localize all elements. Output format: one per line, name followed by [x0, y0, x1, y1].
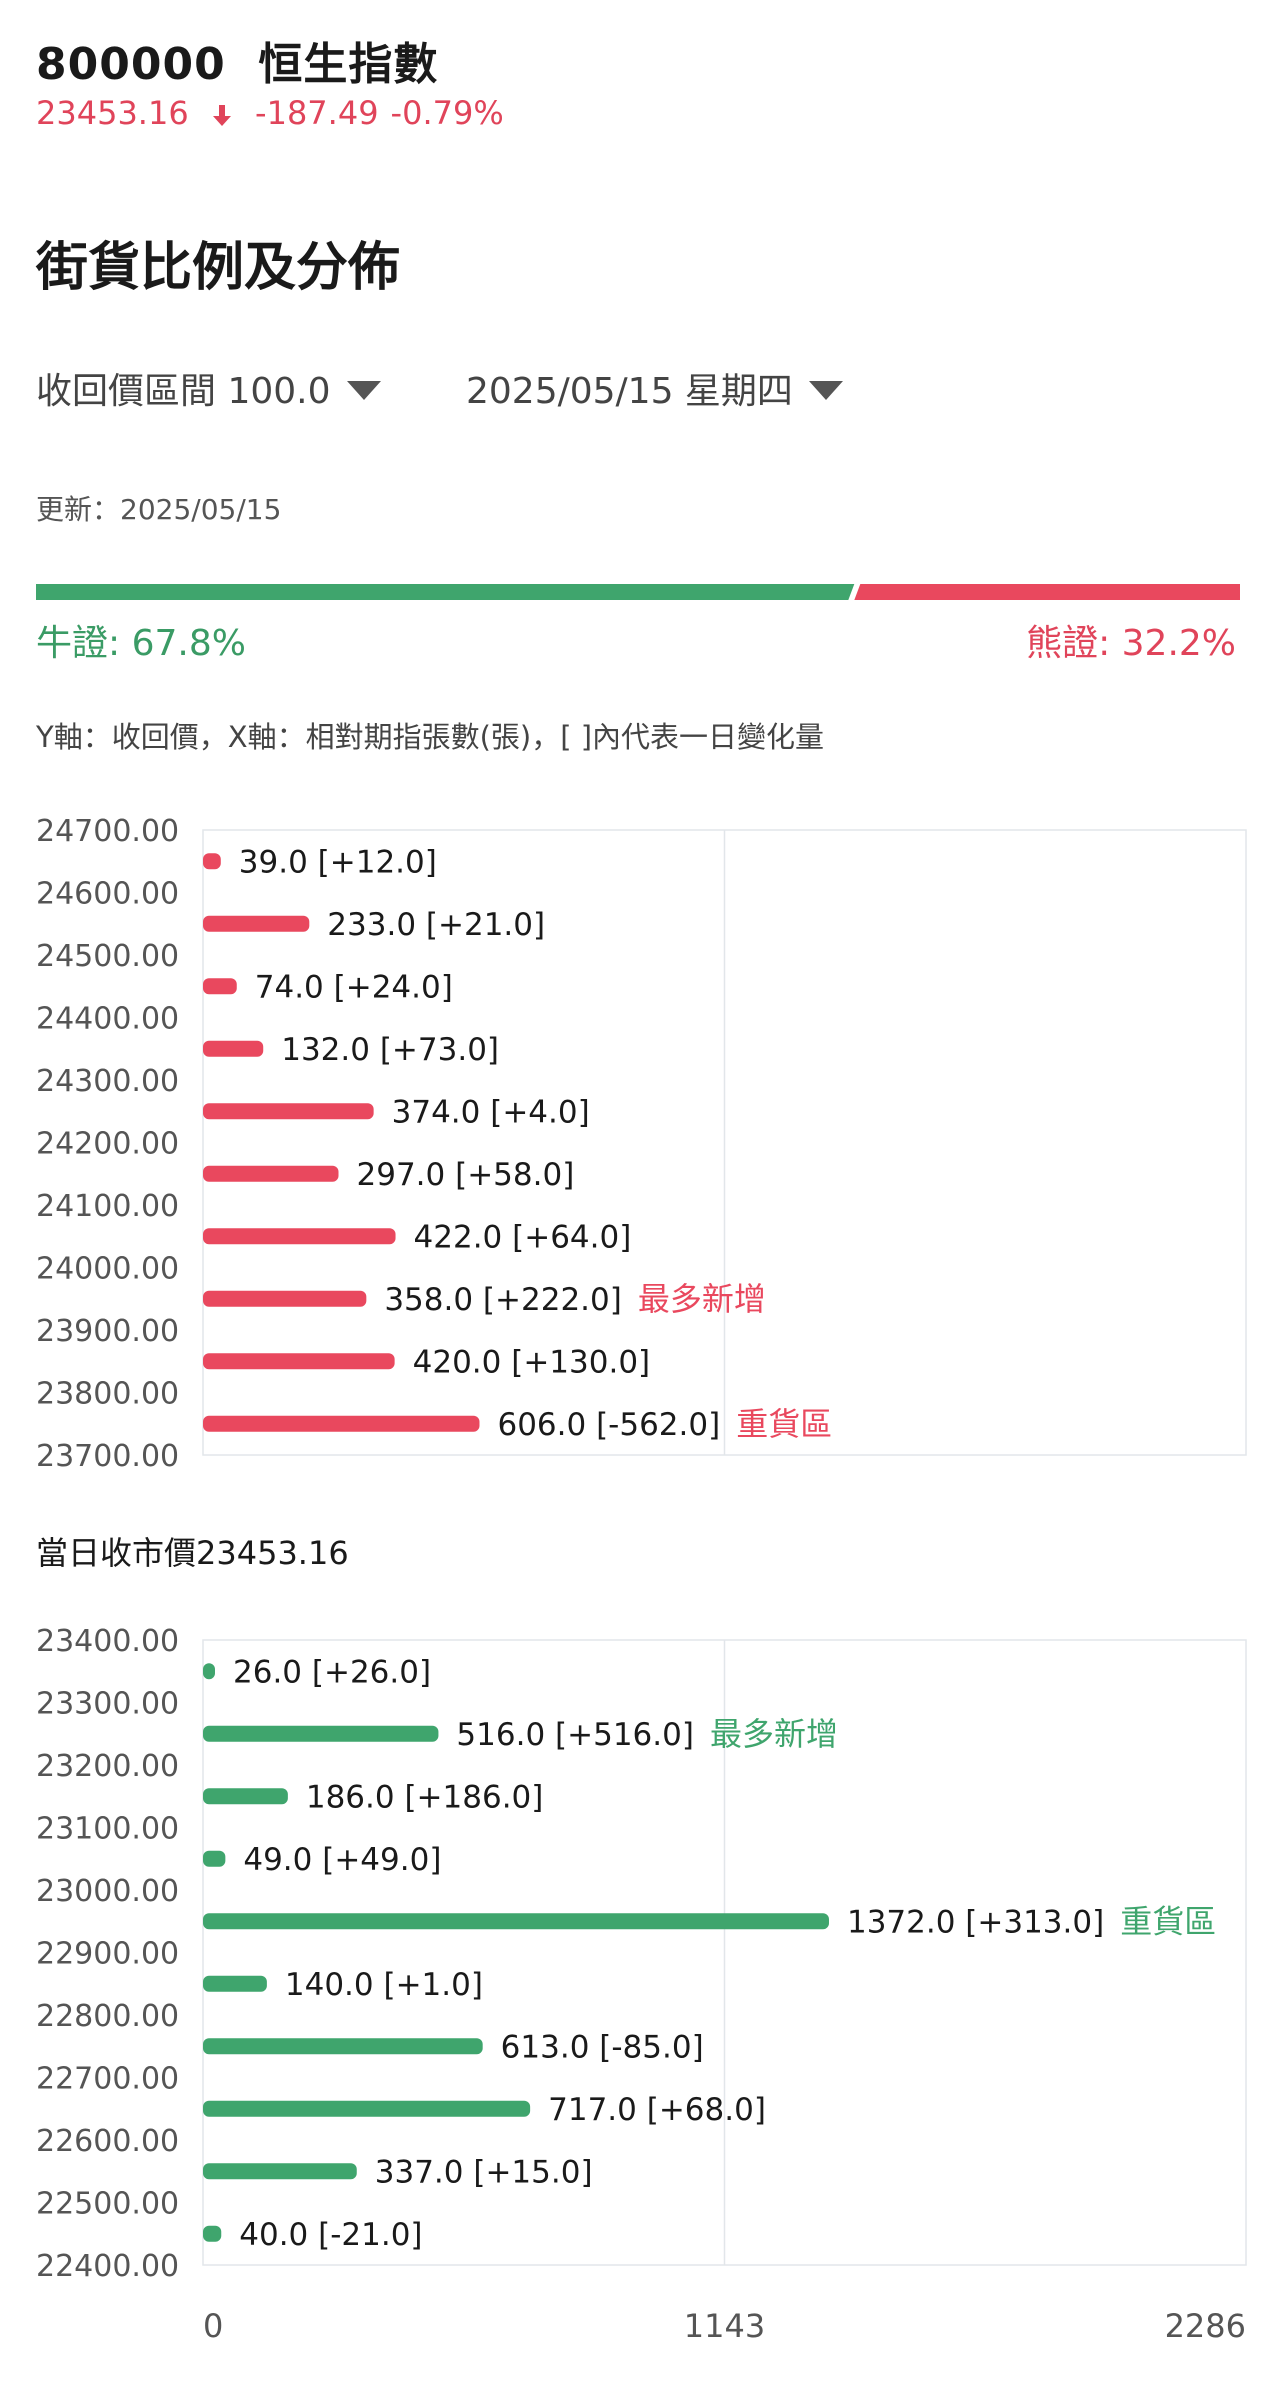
data-label: 613.0 [-85.0]: [501, 2029, 704, 2065]
price-change: -187.49: [255, 94, 379, 132]
y-tick-label: 23100.00: [36, 1812, 179, 1847]
price-quote: 23453.16 -187.49 -0.79%: [36, 94, 516, 132]
bar-tag: 重貨區: [736, 1405, 832, 1443]
y-tick-label: 22700.00: [36, 2062, 179, 2097]
y-tick-label: 24200.00: [36, 1127, 179, 1162]
data-label: 420.0 [+130.0]: [413, 1344, 651, 1380]
y-tick-label: 22800.00: [36, 1999, 179, 2034]
y-tick-label: 23800.00: [36, 1377, 179, 1412]
bar: [203, 1725, 439, 1742]
bar: [203, 853, 221, 870]
bar: [203, 1788, 288, 1805]
bull-bear-ratio-bar: [36, 584, 1240, 600]
strike-range-dropdown[interactable]: 收回價區間 100.0: [36, 362, 381, 414]
y-tick-label: 24700.00: [36, 814, 179, 849]
x-tick-label: 0: [203, 2307, 223, 2345]
axis-note: Y軸：收回價，X軸：相對期指張數(張)，[ ]內代表一日變化量: [36, 720, 825, 754]
data-label: 422.0 [+64.0]: [414, 1219, 632, 1255]
bar: [203, 2100, 531, 2117]
bar-tag: 最多新增: [638, 1280, 766, 1318]
y-tick-label: 23200.00: [36, 1749, 179, 1784]
data-label: 358.0 [+222.0]: [384, 1282, 622, 1318]
y-tick-label: 22400.00: [36, 2249, 179, 2284]
index-name: 恒生指數: [258, 39, 439, 90]
data-label: 49.0 [+49.0]: [243, 1842, 441, 1878]
bar: [203, 915, 310, 932]
y-tick-label: 24500.00: [36, 939, 179, 974]
y-tick-label: 22600.00: [36, 2124, 179, 2159]
data-label: 132.0 [+73.0]: [281, 1032, 499, 1068]
last-price: 23453.16: [36, 94, 189, 132]
data-label: 140.0 [+1.0]: [285, 1967, 483, 2003]
data-label: 186.0 [+186.0]: [306, 1779, 544, 1815]
data-label: 297.0 [+58.0]: [357, 1157, 575, 1193]
bear-ratio-segment: [854, 584, 1240, 600]
bar: [203, 1975, 267, 1992]
bar: [203, 1165, 339, 1182]
bar: [203, 978, 237, 995]
bar-tag: 最多新增: [710, 1715, 838, 1753]
y-tick-label: 23400.00: [36, 1624, 179, 1659]
down-arrow-icon: [201, 94, 243, 132]
bar: [203, 1040, 264, 1057]
section-title: 街貨比例及分佈: [36, 238, 401, 298]
x-tick-label: 1143: [684, 2307, 765, 2345]
bar: [203, 2163, 357, 2180]
bar: [203, 1103, 374, 1120]
y-tick-label: 22900.00: [36, 1937, 179, 1972]
date-label: 2025/05/15 星期四: [466, 371, 793, 412]
updated-timestamp: 更新：2025/05/15: [36, 493, 282, 526]
data-label: 374.0 [+4.0]: [392, 1094, 590, 1130]
chevron-down-icon: [346, 380, 381, 400]
x-tick-label: 2286: [1165, 2307, 1246, 2345]
data-label: 74.0 [+24.0]: [255, 969, 453, 1005]
bar: [203, 1415, 480, 1432]
bar: [203, 1850, 226, 1867]
index-code: 800000: [36, 39, 226, 90]
price-change-pct: -0.79%: [390, 94, 504, 132]
bar: [203, 1663, 215, 1680]
bar: [203, 1228, 396, 1245]
bull-ratio-segment: [36, 584, 855, 600]
y-tick-label: 24400.00: [36, 1002, 179, 1037]
y-tick-label: 24300.00: [36, 1064, 179, 1099]
y-tick-label: 24100.00: [36, 1189, 179, 1224]
chevron-down-icon: [808, 380, 843, 400]
data-label: 337.0 [+15.0]: [375, 2154, 593, 2190]
date-dropdown[interactable]: 2025/05/15 星期四: [466, 362, 843, 414]
bar: [203, 2225, 222, 2242]
y-tick-label: 24600.00: [36, 877, 179, 912]
y-tick-label: 23300.00: [36, 1687, 179, 1722]
page-title: 800000 恒生指數: [36, 28, 438, 92]
data-label: 717.0 [+68.0]: [548, 2092, 766, 2128]
strike-range-label: 收回價區間 100.0: [36, 371, 331, 412]
data-label: 516.0 [+516.0]: [456, 1717, 694, 1753]
y-tick-label: 23700.00: [36, 1439, 179, 1470]
data-label: 40.0 [-21.0]: [239, 2217, 422, 2253]
bull-ratio-label: 牛證: 67.8%: [36, 623, 246, 664]
closing-price-text: 當日收市價23453.16: [36, 1534, 349, 1572]
bear-distribution-chart: 24700.00 24600.00 24500.00 24400.00 24300.00…: [36, 814, 1247, 1470]
y-tick-label: 23900.00: [36, 1314, 179, 1349]
data-label: 606.0 [-562.0]: [497, 1407, 720, 1443]
bear-ratio-label: 熊證: 32.2%: [1026, 623, 1236, 664]
data-label: 233.0 [+21.0]: [327, 907, 545, 943]
bar: [203, 2038, 483, 2055]
y-tick-label: 24000.00: [36, 1252, 179, 1287]
bar-tag: 重貨區: [1120, 1902, 1216, 1940]
data-label: 1372.0 [+313.0]: [847, 1904, 1104, 1940]
y-tick-label: 22500.00: [36, 2187, 179, 2222]
bar: [203, 1913, 829, 1930]
data-label: 39.0 [+12.0]: [239, 844, 437, 880]
bull-distribution-chart: 23400.00 23300.00 23200.00 23100.00 23000.00…: [36, 1624, 1247, 2345]
y-tick-label: 23000.00: [36, 1874, 179, 1909]
bar: [203, 1353, 395, 1370]
bar: [203, 1290, 367, 1307]
data-label: 26.0 [+26.0]: [233, 1654, 431, 1690]
